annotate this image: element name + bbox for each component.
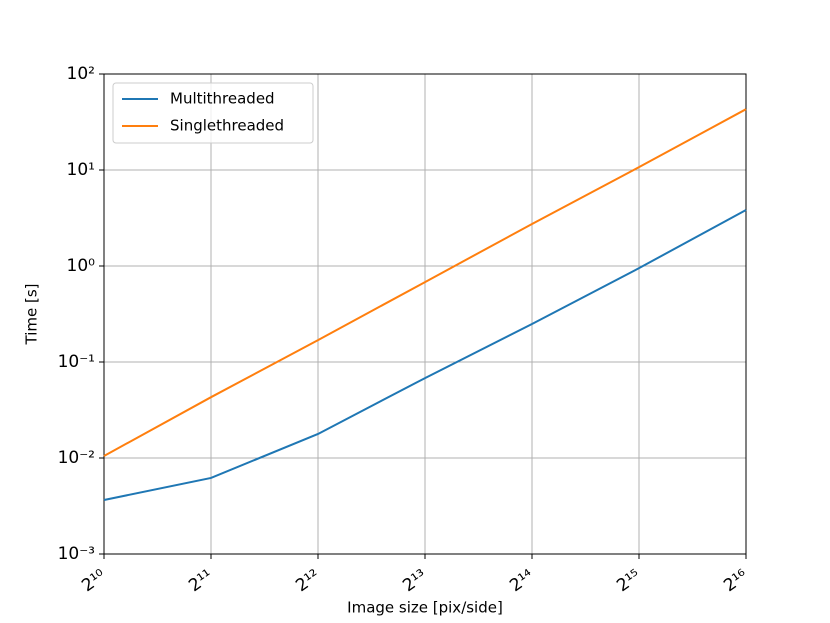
x-axis-label: Image size [pix/side] xyxy=(347,599,503,617)
x-tick-label: 2¹⁴ xyxy=(506,566,538,597)
series-line xyxy=(103,209,747,501)
y-tick-label: 10⁻³ xyxy=(58,544,95,564)
x-tick-label: 2¹³ xyxy=(399,566,431,596)
legend-label: Singlethreaded xyxy=(170,117,284,135)
y-axis-label: Time [s] xyxy=(23,284,41,346)
plot-frame xyxy=(103,73,747,555)
x-tick-label: 2¹⁵ xyxy=(613,566,645,596)
y-tick-label: 10⁻¹ xyxy=(58,352,95,372)
legend-box xyxy=(112,82,314,144)
y-tick-label: 10⁰ xyxy=(67,256,96,276)
x-tick-label: 2¹⁰ xyxy=(78,566,110,597)
x-tick-label: 2¹¹ xyxy=(185,566,217,596)
y-tick-label: 10¹ xyxy=(67,160,95,180)
y-tick-label: 10² xyxy=(67,64,95,84)
x-tick-label: 2¹² xyxy=(292,566,324,596)
y-tick-label: 10⁻² xyxy=(58,448,95,468)
series-line xyxy=(103,108,747,457)
x-tick-label: 2¹⁶ xyxy=(720,566,752,597)
legend-label: Multithreaded xyxy=(170,90,275,108)
